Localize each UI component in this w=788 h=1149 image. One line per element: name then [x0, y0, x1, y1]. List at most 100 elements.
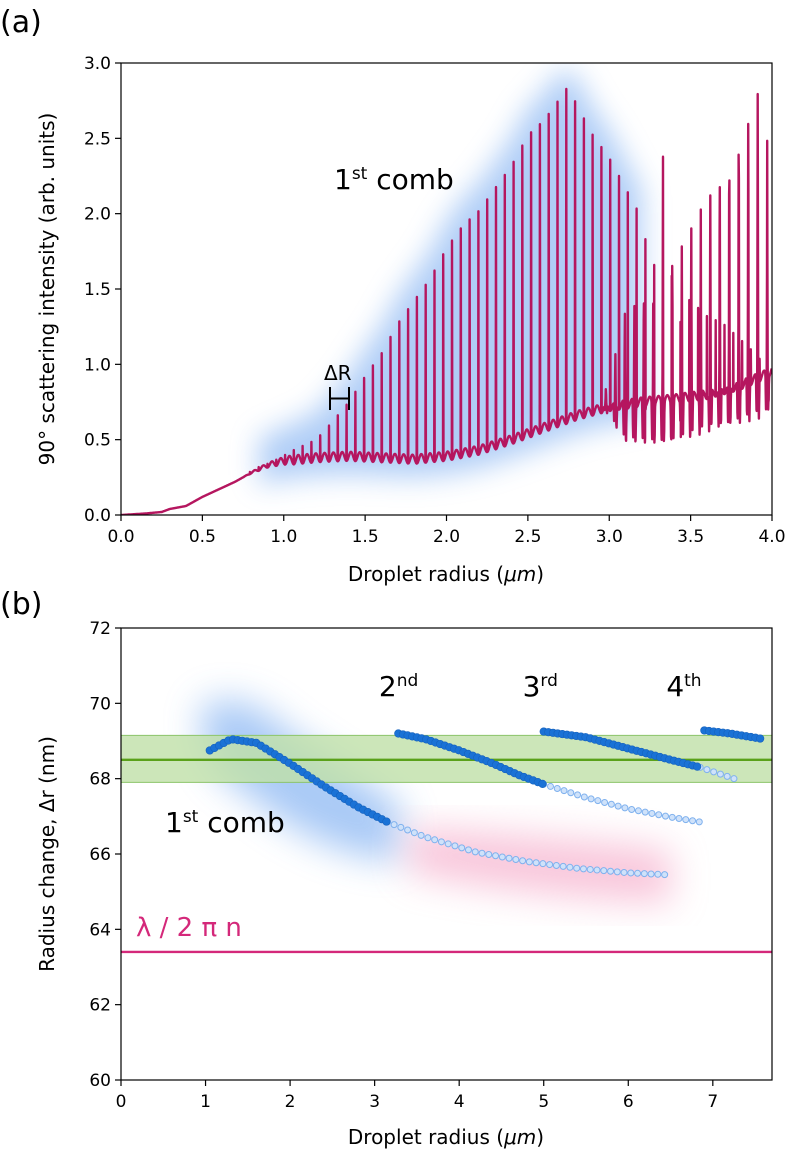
point-predicted	[613, 868, 621, 876]
comb-order-label: 4th	[666, 670, 701, 703]
point-predicted	[723, 772, 731, 780]
delta-r-annotation: ΔR	[324, 361, 352, 385]
panel-b-x-ticks: 0 1 2 3 4 5 6 7	[116, 1080, 718, 1112]
point-predicted	[628, 805, 636, 813]
x-tick-label: 3.0	[596, 527, 623, 547]
y-tick-label: 1.0	[84, 355, 111, 375]
point-predicted	[579, 865, 587, 873]
x-tick-label: 1.0	[270, 527, 297, 547]
point-measured	[693, 762, 702, 771]
panel-a-label: (a)	[0, 5, 42, 40]
point-predicted	[689, 817, 697, 825]
point-predicted	[431, 836, 439, 844]
point-predicted	[424, 834, 432, 842]
point-predicted	[730, 775, 738, 783]
decay-glow	[408, 827, 671, 903]
point-predicted	[580, 793, 588, 801]
x-tick-label: 4	[454, 1092, 465, 1112]
x-tick-label: 2.5	[514, 527, 541, 547]
point-predicted	[566, 863, 574, 871]
point-predicted	[410, 829, 418, 837]
point-predicted	[586, 865, 594, 873]
y-tick-label: 0.5	[84, 431, 111, 451]
comb-order-labels: 2nd 3rd 4th	[379, 670, 702, 703]
point-predicted	[498, 853, 506, 861]
point-predicted	[675, 814, 683, 822]
lambda-label: λ / 2 π n	[136, 913, 242, 943]
point-predicted	[539, 860, 547, 868]
y-tick-label: 2.5	[84, 129, 111, 149]
point-measured	[538, 779, 547, 788]
comb-series-3	[539, 727, 738, 783]
point-predicted	[573, 864, 581, 872]
point-predicted	[703, 766, 711, 774]
panel-b: (b) 0 1 2 3 4 5 6 7 60 62 64 66 68 70 72 Droplet radi…	[0, 587, 773, 1149]
point-predicted	[505, 854, 513, 862]
first-comb-label-b: 1st comb	[165, 806, 285, 839]
x-tick-label: 0.5	[189, 527, 216, 547]
comb-order-label: 3rd	[523, 670, 558, 703]
panel-b-y-ticks: 60 62 64 66 68 70 72	[89, 619, 121, 1091]
point-predicted	[640, 870, 648, 878]
y-tick-label: 0.0	[84, 506, 111, 526]
point-predicted	[559, 862, 567, 870]
x-tick-label: 0	[116, 1092, 127, 1112]
point-predicted	[716, 770, 724, 778]
panel-b-x-label: Droplet radius (μm)	[348, 1125, 544, 1149]
panel-a-y-label: 90° scattering intensity (arb. units)	[35, 113, 59, 466]
point-predicted	[621, 804, 629, 812]
x-tick-label: 3.5	[677, 527, 704, 547]
point-measured	[382, 817, 391, 826]
y-tick-label: 60	[89, 1071, 111, 1091]
point-predicted	[574, 791, 582, 799]
point-predicted	[594, 797, 602, 805]
y-tick-label: 72	[89, 619, 111, 639]
point-predicted	[627, 869, 635, 877]
delta-r-bracket	[329, 387, 350, 410]
point-predicted	[607, 867, 615, 875]
point-predicted	[492, 852, 500, 860]
x-tick-label: 7	[707, 1092, 718, 1112]
x-tick-label: 1.5	[352, 527, 379, 547]
point-predicted	[546, 782, 554, 790]
point-predicted	[404, 826, 412, 834]
point-predicted	[600, 867, 608, 875]
point-predicted	[647, 870, 655, 878]
x-tick-label: 4.0	[758, 527, 785, 547]
point-predicted	[451, 842, 459, 850]
point-predicted	[485, 850, 493, 858]
point-predicted	[587, 795, 595, 803]
point-measured	[756, 734, 765, 743]
point-predicted	[519, 857, 527, 865]
y-tick-label: 62	[89, 996, 111, 1016]
first-comb-annotation: 1st comb	[334, 163, 454, 196]
point-predicted	[695, 818, 703, 826]
point-predicted	[560, 787, 568, 795]
point-predicted	[710, 768, 718, 776]
y-tick-label: 64	[89, 920, 111, 940]
x-tick-label: 3	[369, 1092, 380, 1112]
point-predicted	[661, 812, 669, 820]
panel-b-label: (b)	[0, 587, 42, 622]
y-tick-label: 2.0	[84, 205, 111, 225]
x-tick-label: 6	[623, 1092, 634, 1112]
point-predicted	[546, 861, 554, 869]
y-tick-label: 70	[89, 694, 111, 714]
point-predicted	[614, 802, 622, 810]
x-tick-label: 2.0	[433, 527, 460, 547]
panel-a: (a) 0.0 0.5 1.0 1.5 2.0 2.5 3.0 3.5 4.0 0.0 0.5 1.…	[0, 5, 786, 586]
panel-a-y-ticks: 0.0 0.5 1.0 1.5 2.0 2.5 3.0	[84, 54, 121, 526]
y-tick-label: 3.0	[84, 54, 111, 74]
point-predicted	[655, 811, 663, 819]
intensity-line	[121, 87, 772, 515]
point-predicted	[648, 809, 656, 817]
point-predicted	[634, 869, 642, 877]
point-predicted	[593, 866, 601, 874]
point-predicted	[668, 813, 676, 821]
point-predicted	[634, 807, 642, 815]
first-comb-glow	[259, 70, 642, 485]
point-predicted	[390, 821, 398, 829]
point-predicted	[458, 844, 466, 852]
point-predicted	[567, 789, 575, 797]
